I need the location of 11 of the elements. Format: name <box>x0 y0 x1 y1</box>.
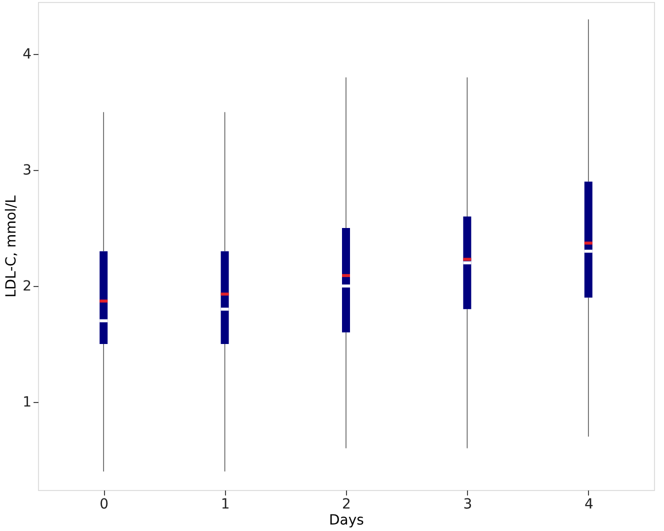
y-axis-title: LDL-C, mmol/L <box>4 195 20 298</box>
x-tick-label: 3 <box>463 496 472 512</box>
y-tick-label: 1 <box>22 394 32 410</box>
x-tick-label: 2 <box>342 496 351 512</box>
x-tick-label: 1 <box>220 496 230 512</box>
y-tick-label: 2 <box>22 278 32 294</box>
x-axis-title: Days <box>329 512 364 528</box>
y-tick-label: 4 <box>22 46 32 63</box>
y-tick-label: 3 <box>22 162 32 179</box>
x-tick-label: 0 <box>100 496 109 512</box>
x-tick-label: 4 <box>584 496 594 512</box>
